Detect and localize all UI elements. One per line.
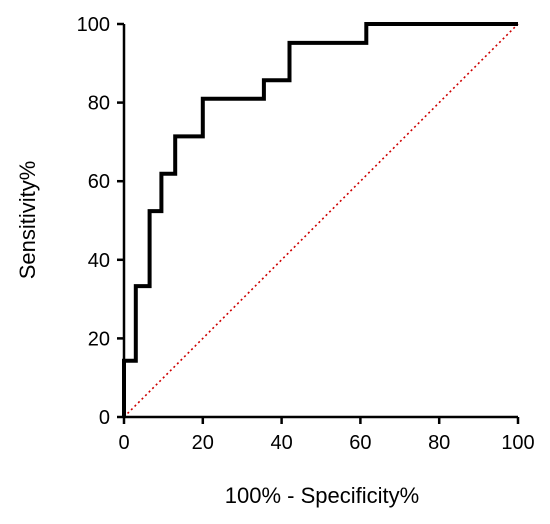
y-tick-label: 80	[88, 93, 110, 115]
y-tick-label: 40	[88, 250, 110, 272]
roc-curve-group	[122, 22, 518, 417]
roc-curve-line	[122, 22, 518, 417]
y-axis-title: Sensitivity%	[15, 161, 40, 280]
x-tick-label: 20	[192, 432, 214, 454]
x-tick-label: 100	[501, 432, 534, 454]
y-axis: 0 20 40 60 80 100	[77, 14, 126, 429]
x-axis-title: 100% - Specificity%	[225, 483, 419, 508]
reference-diagonal-line	[123, 23, 519, 418]
y-tick-label: 100	[77, 14, 110, 36]
x-axis: 0 20 40 60 80 100	[118, 415, 535, 454]
reference-line-group	[123, 23, 519, 418]
x-tick-label: 0	[118, 432, 129, 454]
x-tick-label: 40	[270, 432, 292, 454]
y-tick-label: 60	[88, 171, 110, 193]
x-tick-label: 80	[428, 432, 450, 454]
x-tick-label: 60	[349, 432, 371, 454]
y-tick-label: 0	[99, 407, 110, 429]
y-tick-label: 20	[88, 328, 110, 350]
